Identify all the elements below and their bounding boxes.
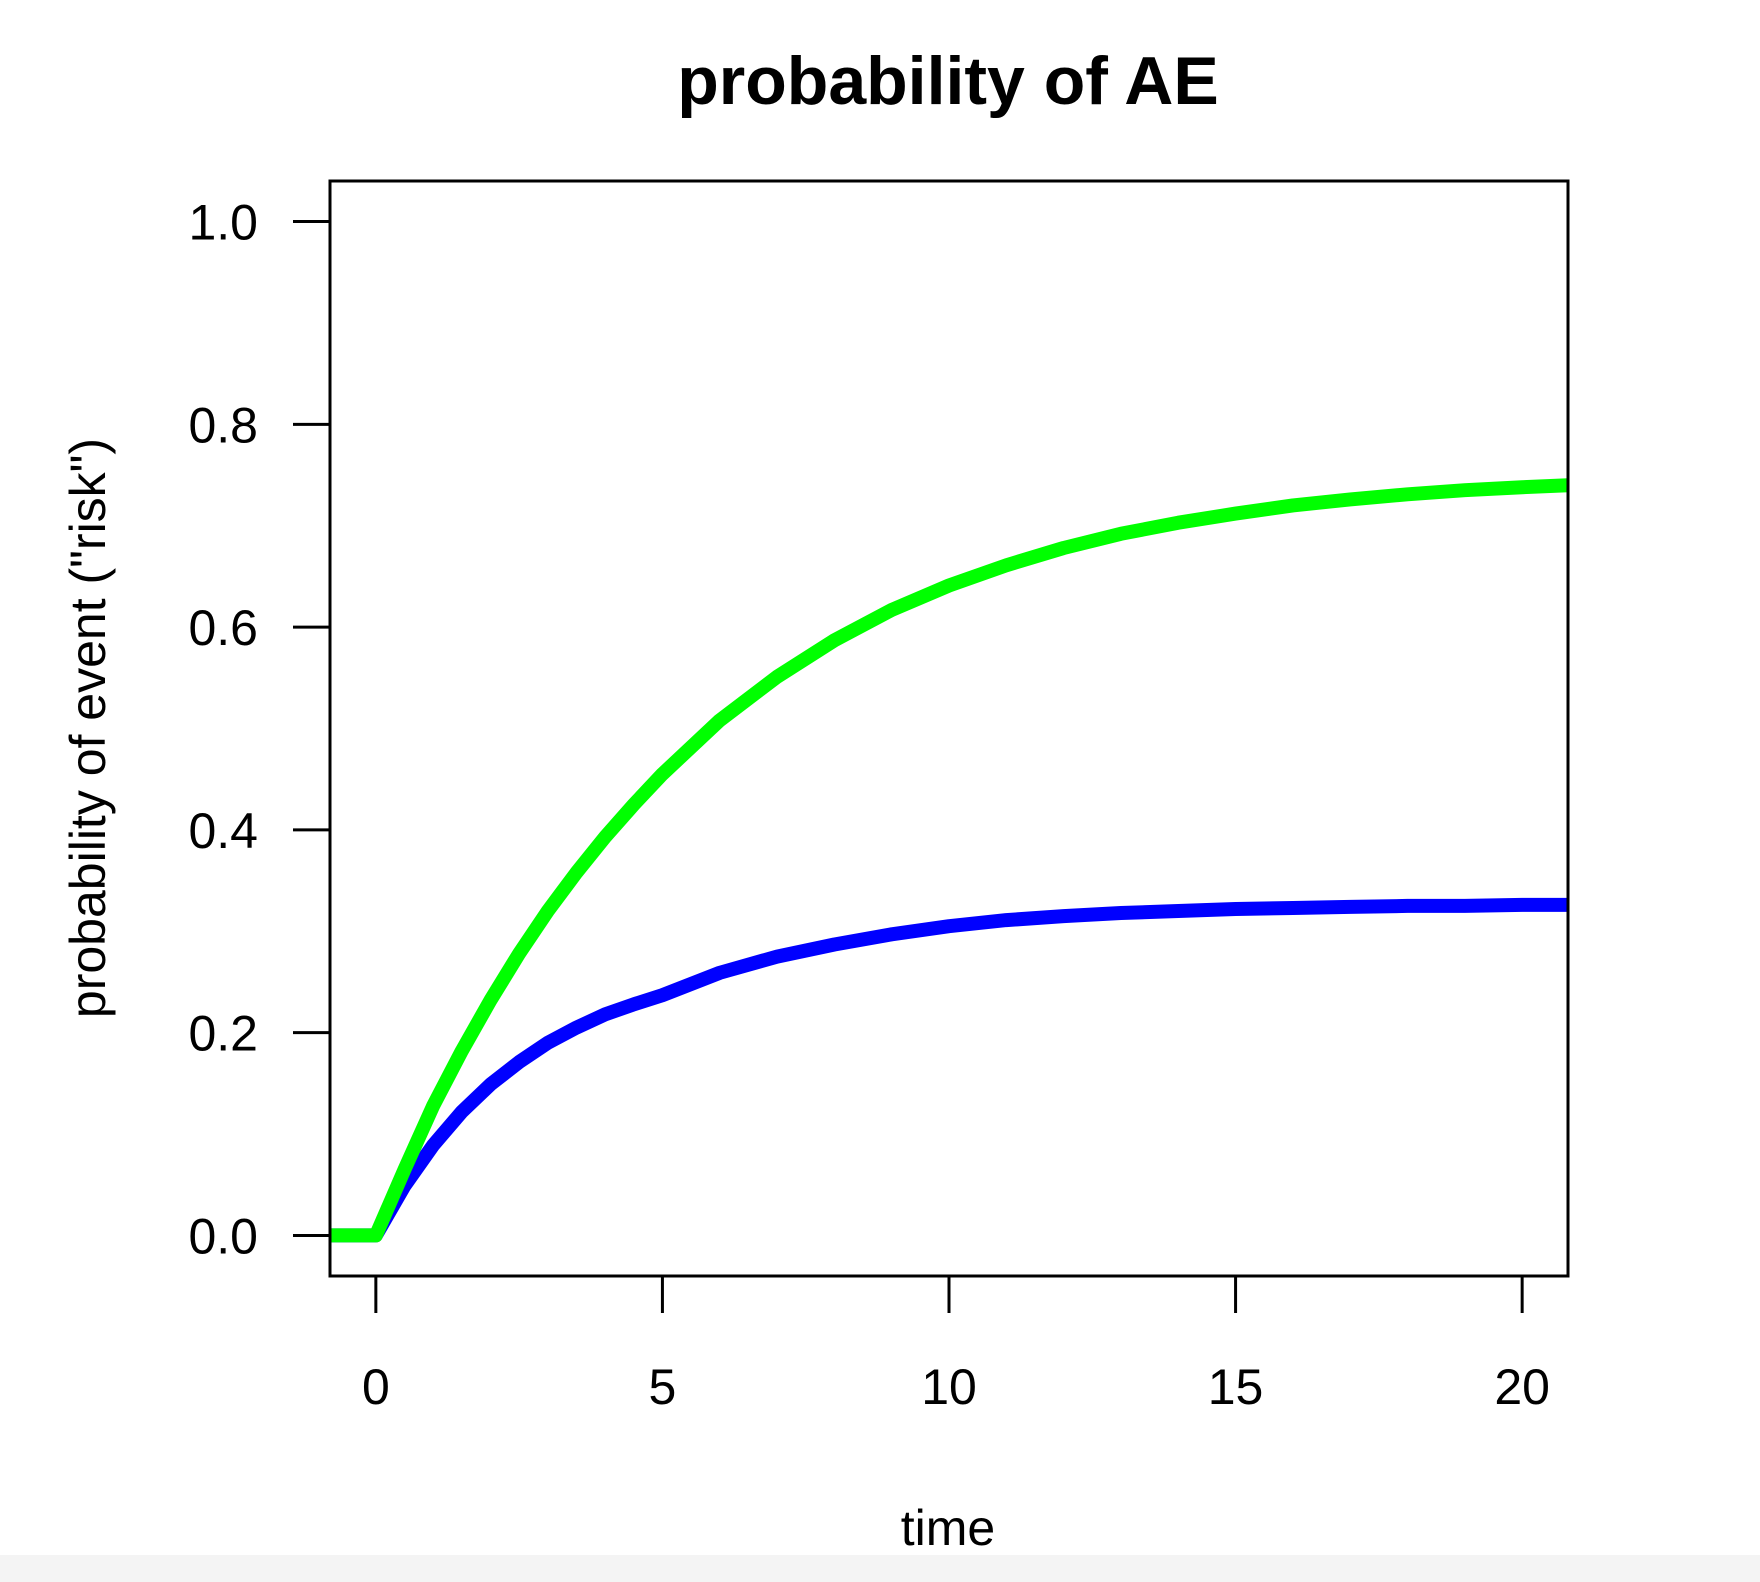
chart-title: probability of AE	[677, 43, 1218, 119]
x-axis-label: time	[901, 1500, 995, 1555]
x-axis: 0 5 10 15 20	[362, 1276, 1550, 1415]
series-line-2	[330, 478, 1569, 1243]
y-tick-label: 0.2	[188, 1006, 258, 1062]
series-layer	[330, 478, 1569, 1243]
y-tick-label: 0.4	[188, 803, 258, 859]
y-tick-label: 0.0	[188, 1208, 258, 1264]
x-tick-label: 20	[1494, 1359, 1550, 1415]
x-tick-label: 10	[921, 1359, 977, 1415]
plot-frame	[328, 179, 1570, 1278]
x-tick-label: 5	[649, 1359, 677, 1415]
x-tick-label: 0	[362, 1359, 390, 1415]
series-line-1	[330, 897, 1568, 1243]
y-tick-label: 0.6	[188, 600, 258, 656]
y-tick-label: 0.8	[188, 397, 258, 453]
y-tick-label: 1.0	[188, 195, 258, 251]
y-axis-label: probability of event ("risk")	[60, 438, 116, 1018]
y-axis: 0.0 0.2 0.4 0.6 0.8 1.0	[188, 195, 330, 1264]
x-tick-label: 15	[1208, 1359, 1264, 1415]
